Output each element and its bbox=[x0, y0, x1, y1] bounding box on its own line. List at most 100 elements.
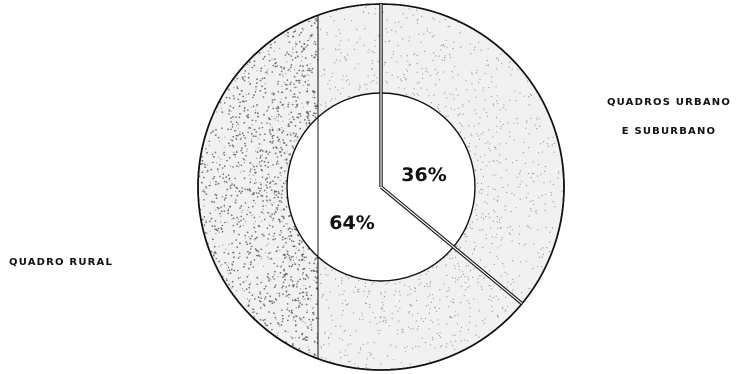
stipple-dot bbox=[213, 256, 215, 258]
stipple-dot bbox=[342, 87, 344, 89]
stipple-dot bbox=[439, 21, 441, 23]
stipple-dot bbox=[253, 94, 255, 97]
stipple-dot bbox=[371, 69, 373, 71]
stipple-dot bbox=[239, 276, 242, 279]
stipple-dot bbox=[227, 128, 229, 131]
stipple-dot bbox=[266, 122, 268, 124]
stipple-dot bbox=[354, 286, 357, 288]
stipple-dot bbox=[243, 263, 246, 265]
stipple-dot bbox=[254, 298, 256, 300]
stipple-dot bbox=[462, 273, 464, 275]
stipple-dot bbox=[497, 258, 499, 260]
stipple-dot bbox=[545, 226, 547, 229]
stipple-dot bbox=[276, 160, 279, 163]
stipple-dot bbox=[460, 246, 462, 248]
stipple-dot bbox=[417, 312, 419, 314]
stipple-dot bbox=[506, 273, 509, 275]
stipple-dot bbox=[445, 39, 447, 41]
stipple-dot bbox=[269, 140, 272, 143]
stipple-dot bbox=[516, 122, 519, 124]
stipple-dot bbox=[293, 141, 295, 143]
stipple-dot bbox=[205, 231, 207, 234]
stipple-dot bbox=[406, 17, 408, 19]
stipple-dot bbox=[266, 199, 268, 202]
stipple-dot bbox=[243, 290, 245, 292]
stipple-dot bbox=[289, 153, 292, 155]
stipple-dot bbox=[264, 322, 266, 325]
stipple-dot bbox=[291, 116, 294, 118]
stipple-dot bbox=[290, 336, 292, 338]
stipple-dot bbox=[281, 314, 284, 317]
stipple-dot bbox=[439, 299, 441, 301]
stipple-dot bbox=[315, 266, 318, 269]
stipple-dot bbox=[302, 316, 305, 319]
stipple-dot bbox=[268, 233, 270, 235]
stipple-dot bbox=[388, 40, 390, 42]
stipple-dot bbox=[258, 225, 261, 228]
stipple-dot bbox=[235, 116, 237, 118]
stipple-dot bbox=[249, 251, 252, 254]
stipple-dot bbox=[301, 303, 303, 306]
stipple-dot bbox=[241, 190, 243, 193]
stipple-dot bbox=[398, 320, 400, 322]
stipple-dot bbox=[229, 97, 231, 99]
stipple-dot bbox=[495, 148, 497, 150]
stipple-dot bbox=[327, 83, 329, 85]
stipple-dot bbox=[528, 288, 530, 290]
stipple-dot bbox=[446, 290, 448, 292]
stipple-dot bbox=[547, 137, 549, 139]
stipple-dot bbox=[274, 41, 276, 43]
stipple-dot bbox=[306, 84, 309, 86]
stipple-dot bbox=[358, 279, 360, 281]
stipple-dot bbox=[276, 265, 279, 268]
stipple-dot bbox=[502, 107, 504, 109]
stipple-dot bbox=[307, 346, 309, 348]
stipple-dot bbox=[348, 277, 350, 279]
stipple-dot bbox=[308, 285, 311, 288]
stipple-dot bbox=[502, 306, 504, 308]
stipple-dot bbox=[246, 276, 248, 278]
stipple-dot bbox=[259, 133, 261, 136]
stipple-dot bbox=[247, 116, 250, 119]
stipple-dot bbox=[405, 79, 407, 81]
stipple-dot bbox=[297, 269, 299, 271]
stipple-dot bbox=[260, 258, 262, 260]
stipple-dot bbox=[488, 147, 490, 149]
stipple-dot bbox=[288, 296, 290, 299]
stipple-dot bbox=[255, 109, 257, 111]
stipple-dot bbox=[328, 336, 330, 338]
stipple-dot bbox=[276, 110, 279, 112]
stipple-dot bbox=[308, 67, 311, 70]
stipple-dot bbox=[201, 155, 203, 158]
stipple-dot bbox=[483, 276, 485, 278]
stipple-dot bbox=[308, 119, 310, 122]
stipple-dot bbox=[308, 262, 311, 264]
stipple-dot bbox=[308, 84, 310, 86]
stipple-dot bbox=[500, 239, 502, 241]
stipple-dot bbox=[255, 249, 257, 251]
stipple-dot bbox=[302, 253, 305, 255]
stipple-dot bbox=[293, 262, 295, 264]
stipple-dot bbox=[451, 71, 453, 73]
stipple-dot bbox=[373, 357, 375, 359]
stipple-dot bbox=[312, 311, 314, 314]
stipple-dot bbox=[285, 88, 287, 90]
stipple-dot bbox=[446, 274, 448, 276]
stipple-dot bbox=[212, 130, 215, 133]
stipple-dot bbox=[290, 279, 292, 281]
stipple-dot bbox=[281, 68, 283, 70]
stipple-dot bbox=[358, 288, 360, 290]
stipple-dot bbox=[286, 295, 288, 297]
stipple-dot bbox=[303, 48, 306, 50]
stipple-dot bbox=[274, 62, 276, 65]
stipple-dot bbox=[288, 125, 291, 128]
stipple-dot bbox=[245, 280, 247, 282]
stipple-dot bbox=[315, 281, 318, 284]
stipple-dot bbox=[370, 81, 372, 83]
stipple-dot bbox=[298, 336, 301, 339]
stipple-dot bbox=[295, 41, 297, 43]
stipple-dot bbox=[500, 226, 502, 229]
stipple-dot bbox=[205, 186, 207, 188]
stipple-dot bbox=[492, 136, 494, 138]
stipple-dot bbox=[261, 126, 264, 129]
